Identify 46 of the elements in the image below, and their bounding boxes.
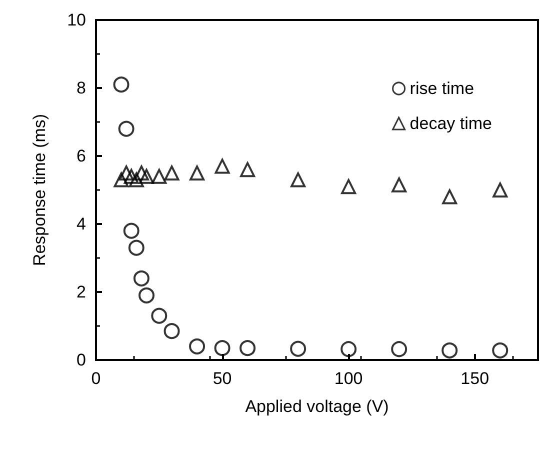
x-axis-title: Applied voltage (V) [245, 397, 389, 416]
x-tick-label: 0 [91, 369, 101, 388]
point [151, 308, 168, 324]
point [190, 166, 205, 180]
point [290, 340, 306, 357]
point [492, 342, 508, 358]
point [152, 168, 167, 184]
x-tick-label: 150 [460, 369, 490, 388]
point [118, 166, 134, 180]
point [214, 158, 230, 174]
y-tick-label: 8 [76, 78, 86, 98]
y-tick-label: 2 [76, 282, 86, 302]
point [492, 182, 508, 198]
legend-label: rise time [410, 79, 474, 98]
point [139, 168, 154, 184]
point [392, 177, 407, 192]
point [164, 323, 180, 340]
point [240, 340, 256, 356]
point [341, 179, 356, 194]
point [134, 166, 149, 180]
point [123, 222, 140, 239]
point [442, 189, 458, 204]
point [113, 76, 130, 93]
point [118, 120, 134, 137]
point [340, 341, 357, 358]
y-tick-label: 4 [76, 214, 86, 234]
x-tick-label: 50 [212, 369, 232, 388]
point [128, 172, 144, 188]
point [124, 168, 139, 184]
point [164, 166, 180, 180]
point [133, 270, 150, 286]
point [128, 240, 144, 256]
y-tick-label: 0 [76, 350, 86, 370]
point [138, 287, 155, 304]
point [189, 338, 206, 354]
y-tick-label: 6 [76, 146, 86, 166]
point [290, 172, 306, 188]
point [214, 340, 230, 356]
y-axis-title: Response time (ms) [30, 114, 49, 266]
legend-label: decay time [410, 114, 492, 133]
point [240, 162, 256, 178]
x-tick-label: 100 [334, 369, 363, 388]
y-tick-label: 10 [67, 10, 86, 30]
point [442, 342, 458, 358]
point [114, 172, 129, 188]
point [391, 341, 408, 358]
